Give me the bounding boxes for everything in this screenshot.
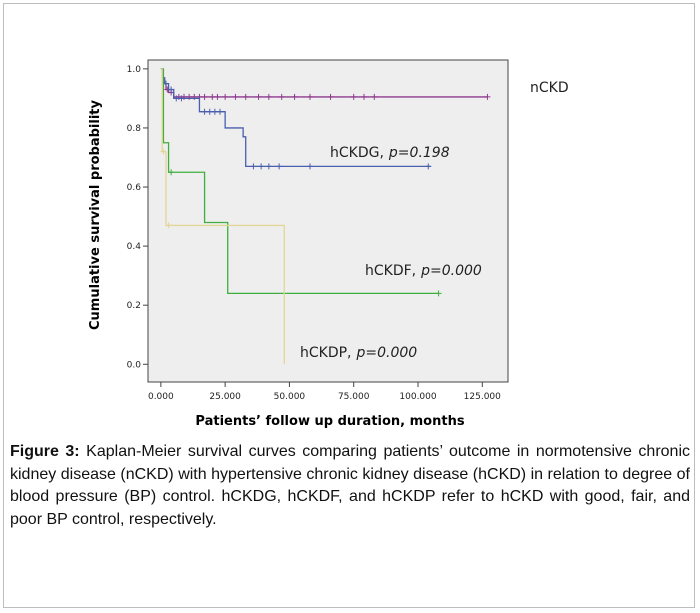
censor-mark [327,93,334,100]
caption-label: Figure 3: [10,443,80,460]
curve-name: hCKDF, [365,263,416,279]
caption: Figure 3: Kaplan-Meier survival curves c… [10,441,690,531]
censor-mark [168,169,175,176]
censor-mark [242,93,249,100]
censor-mark [350,93,357,100]
censor-mark [217,108,223,115]
censor-mark [276,163,283,170]
censor-mark [173,95,180,102]
curve-label: hCKDP, p=0.000 [300,345,417,361]
censor-mark [255,93,262,100]
censor-mark [168,86,175,93]
curve-name: nCKD [530,80,569,96]
y-tick-label: 0.0 [127,360,142,370]
censor-mark [160,148,167,155]
plot-area [147,59,509,383]
censor-mark [371,93,378,100]
y-tick-label: 1.0 [127,65,142,75]
caption-text: Kaplan-Meier survival curves comparing p… [10,443,690,528]
y-axis-label: Cumulative survival probability [88,99,103,329]
y-tick-label: 0.4 [127,242,142,252]
x-tick-label: 125.000 [464,392,501,402]
survival-curve [160,68,439,295]
censor-mark [484,93,491,100]
censor-mark [250,163,257,170]
censor-mark [265,93,272,100]
curve-label: hCKDG, p=0.198 [330,145,450,161]
x-tick-label: 25.000 [209,392,241,402]
censor-mark [165,222,172,229]
curve-name: hCKDG, [330,145,384,161]
censor-mark [214,93,221,100]
censor-mark [361,93,367,100]
survival-curve [160,68,431,167]
censor-mark [291,93,298,100]
x-tick-label: 100.000 [399,392,436,402]
x-axis-label: Patients’ follow up duration, months [195,414,464,429]
x-tick-label: 50.000 [274,392,306,402]
x-tick-label: 0.000 [148,392,174,402]
censor-mark [307,93,313,100]
curve-label: nCKD [530,80,569,96]
censor-mark [206,108,213,115]
p-value: p=0.000 [356,345,418,361]
censor-mark [435,290,442,297]
censor-mark [425,163,432,170]
censor-mark [278,93,285,100]
censor-mark [209,93,216,100]
censor-mark [307,163,313,170]
curve-name: hCKDP, [300,345,352,361]
p-value: p=0.000 [420,263,482,279]
censor-mark [178,95,185,102]
censor-mark [201,93,208,100]
censor-mark [258,163,265,170]
censor-mark [222,93,229,100]
x-tick-label: 75.000 [338,392,370,402]
y-tick-label: 0.8 [127,124,142,134]
y-tick-label: 0.6 [127,183,142,193]
curve-label: hCKDF, p=0.000 [365,263,482,279]
censor-mark [232,93,239,100]
chart: Patients’ follow up duration, months Cum… [88,59,569,429]
p-value: p=0.198 [388,145,450,161]
censor-mark [265,163,272,170]
y-tick-label: 0.2 [127,301,141,311]
censor-mark [211,108,218,115]
figure-frame [3,3,695,608]
censor-mark [201,108,208,115]
